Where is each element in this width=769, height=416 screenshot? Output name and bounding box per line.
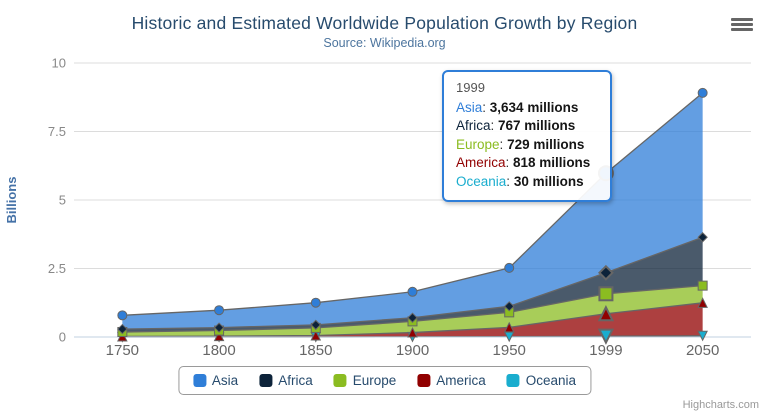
point-asia-1900[interactable] bbox=[407, 286, 418, 297]
y-axis-title: Billions bbox=[4, 177, 19, 224]
x-axis-label: 1800 bbox=[202, 342, 235, 359]
point-europe-2050[interactable] bbox=[697, 280, 708, 291]
legend-label: Europe bbox=[352, 373, 397, 388]
tooltip-series-label: Europe bbox=[456, 136, 500, 152]
point-asia-1750[interactable] bbox=[117, 310, 128, 321]
tooltip-series-value: 3,634 millions bbox=[489, 99, 579, 115]
chart-subtitle: Source: Wikipedia.org bbox=[323, 36, 446, 50]
x-axis-label: 1850 bbox=[299, 342, 332, 359]
credits-link[interactable]: Highcharts.com bbox=[682, 399, 759, 411]
legend: Asia Africa Europe America Oceania bbox=[177, 366, 592, 395]
point-oceania-1999-hovered[interactable] bbox=[597, 328, 615, 345]
point-africa-1950[interactable] bbox=[504, 301, 515, 312]
area-asia[interactable] bbox=[122, 92, 703, 330]
chart-title: Historic and Estimated Worldwide Populat… bbox=[131, 13, 638, 33]
point-asia-1850[interactable] bbox=[310, 297, 321, 308]
y-axis-label: 2.5 bbox=[48, 261, 66, 276]
tooltip-series-label: Asia bbox=[456, 99, 483, 115]
tooltip-series-value: 767 millions bbox=[498, 118, 576, 133]
point-america-1800[interactable] bbox=[213, 330, 225, 342]
point-asia-1950[interactable] bbox=[504, 262, 515, 273]
point-africa-1999-hovered[interactable] bbox=[598, 264, 614, 281]
x-axis-label: 1950 bbox=[493, 342, 526, 359]
tooltip-series-value: 818 millions bbox=[513, 155, 591, 170]
tooltip-series-label: Oceania bbox=[456, 173, 507, 189]
tooltip-rows: Asia: 3,634 millions Africa: 767 millions… bbox=[456, 99, 598, 192]
x-axis-label: 1900 bbox=[396, 342, 429, 359]
legend-swatch-america bbox=[417, 374, 431, 387]
point-africa-2050[interactable] bbox=[697, 232, 708, 243]
point-africa-1900[interactable] bbox=[407, 312, 418, 323]
legend-item-america[interactable]: America bbox=[417, 373, 486, 388]
legend-swatch-oceania bbox=[506, 374, 520, 387]
point-africa-1750[interactable] bbox=[117, 323, 128, 335]
tooltip-series-value: 30 millions bbox=[513, 173, 584, 189]
point-asia-1800[interactable] bbox=[214, 305, 225, 316]
x-axis-label: 1750 bbox=[106, 342, 139, 359]
tooltip-row-oceania: Oceania: 30 millions bbox=[456, 173, 584, 189]
tooltip-row-africa: Africa: 767 millions bbox=[456, 118, 576, 133]
point-america-1950[interactable] bbox=[503, 321, 515, 333]
legend-item-asia[interactable]: Asia bbox=[192, 373, 239, 388]
legend-item-oceania[interactable]: Oceania bbox=[506, 373, 577, 388]
tooltip: 1999 Asia: 3,634 millions Africa: 767 mil… bbox=[442, 70, 612, 202]
legend-swatch-africa bbox=[259, 374, 273, 387]
point-europe-1999-hovered[interactable] bbox=[598, 286, 614, 302]
point-africa-1800[interactable] bbox=[213, 322, 225, 333]
legend-label: America bbox=[436, 373, 486, 388]
point-asia-2050[interactable] bbox=[697, 87, 708, 98]
export-menu-button[interactable] bbox=[729, 16, 757, 35]
tooltip-series-label: Africa bbox=[456, 118, 491, 133]
legend-swatch-europe bbox=[333, 374, 347, 387]
legend-label: Asia bbox=[211, 373, 239, 388]
y-axis-label: 7.5 bbox=[48, 124, 66, 139]
legend-item-europe[interactable]: Europe bbox=[333, 373, 397, 388]
point-oceania-2050[interactable] bbox=[697, 330, 708, 342]
y-axis-label: 10 bbox=[52, 56, 66, 71]
x-axis-label: 2050 bbox=[686, 342, 719, 359]
tooltip-row-asia: Asia: 3,634 millions bbox=[456, 99, 579, 115]
area-america[interactable] bbox=[122, 302, 703, 337]
point-america-2050[interactable] bbox=[697, 297, 708, 308]
point-america-1999-hovered[interactable] bbox=[597, 305, 615, 322]
legend-label: Oceania bbox=[525, 373, 577, 388]
tooltip-row-america: America: 818 millions bbox=[456, 155, 591, 170]
legend-label: Africa bbox=[278, 373, 313, 388]
tooltip-series-label: America bbox=[456, 155, 506, 170]
tooltip-row-europe: Europe: 729 millions bbox=[456, 136, 585, 152]
y-axis-label: 5 bbox=[59, 193, 66, 208]
y-axis-label: 0 bbox=[59, 330, 66, 345]
tooltip-series-value: 729 millions bbox=[507, 136, 585, 152]
tooltip-header: 1999 bbox=[456, 80, 485, 95]
point-africa-1850[interactable] bbox=[310, 319, 321, 331]
area-africa[interactable] bbox=[122, 237, 703, 332]
x-axis-label: 1999 bbox=[589, 342, 622, 359]
point-america-1850[interactable] bbox=[310, 329, 322, 341]
legend-swatch-asia bbox=[192, 374, 206, 387]
point-america-1900[interactable] bbox=[407, 326, 418, 338]
legend-item-africa[interactable]: Africa bbox=[259, 373, 313, 388]
hamburger-icon bbox=[731, 18, 753, 21]
